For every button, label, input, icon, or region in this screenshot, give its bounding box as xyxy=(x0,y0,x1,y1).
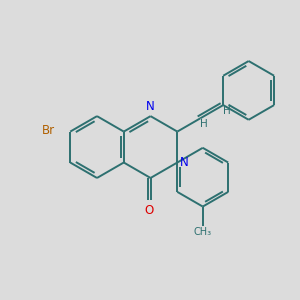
Text: N: N xyxy=(180,156,188,169)
Text: H: H xyxy=(223,106,230,116)
Text: N: N xyxy=(146,100,155,112)
Text: CH₃: CH₃ xyxy=(194,227,212,237)
Text: Br: Br xyxy=(42,124,55,137)
Text: O: O xyxy=(145,204,154,217)
Text: H: H xyxy=(200,119,207,129)
